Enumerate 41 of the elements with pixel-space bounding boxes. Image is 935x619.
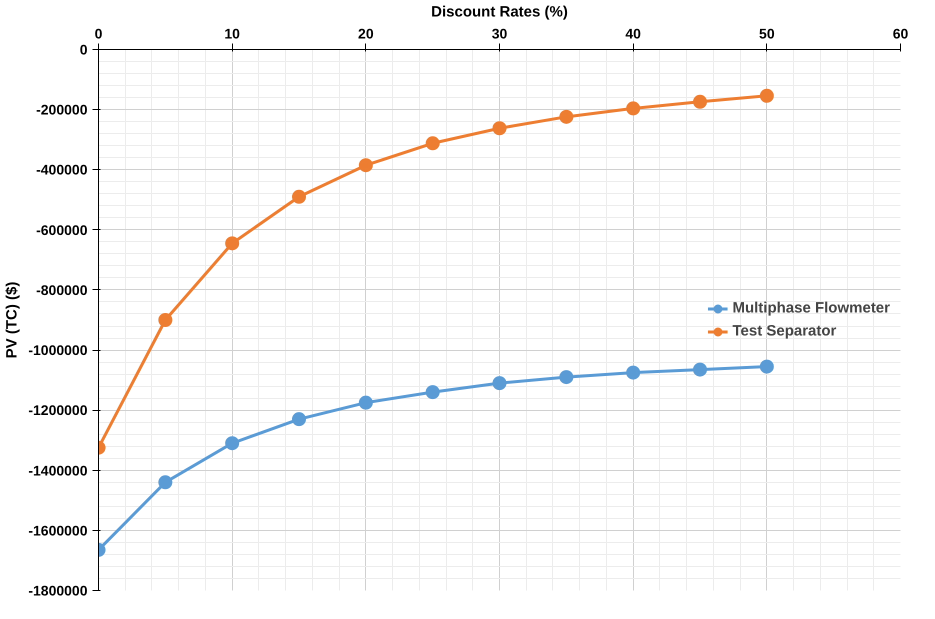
point [426,385,440,400]
point [693,94,707,109]
y-axis-title: PV (TC) ($) [3,282,20,358]
x-axis-title: Discount Rates (%) [431,4,568,20]
point [426,136,440,150]
point [292,412,306,426]
point [626,366,640,380]
y-tick-label: -200000 [36,102,88,118]
point [760,88,774,103]
y-tick-label: 0 [80,42,88,58]
point [158,313,172,327]
y-tick-label: -600000 [36,222,88,238]
legend-label: Test Separator [732,322,836,340]
point [492,376,506,390]
x-tick-label: 40 [625,26,642,42]
x-tick-label: 10 [224,26,240,42]
point [693,362,707,377]
y-tick-label: -1800000 [28,582,88,598]
y-tick-label: -800000 [36,282,88,298]
point [158,475,172,490]
point [492,121,506,136]
x-tick-label: 20 [358,26,374,42]
y-tick-label: -1200000 [28,402,88,418]
y-tick-label: -400000 [36,162,88,178]
y-tick-label: -1000000 [28,342,88,358]
point [225,436,240,450]
point [760,360,774,374]
x-tick-label: 0 [94,26,103,42]
x-tick-label: 30 [492,26,508,42]
point [358,396,373,410]
point [559,110,574,124]
x-tick-label: 50 [759,26,775,42]
point [626,101,640,116]
point [225,236,240,250]
legend-label: Multiphase Flowmeter [732,300,890,316]
point [292,190,306,204]
y-tick-label: -1400000 [28,462,88,478]
y-tick-label: -1600000 [28,522,88,538]
point [559,370,574,384]
point [358,158,373,172]
x-tick-label: 60 [892,26,908,42]
